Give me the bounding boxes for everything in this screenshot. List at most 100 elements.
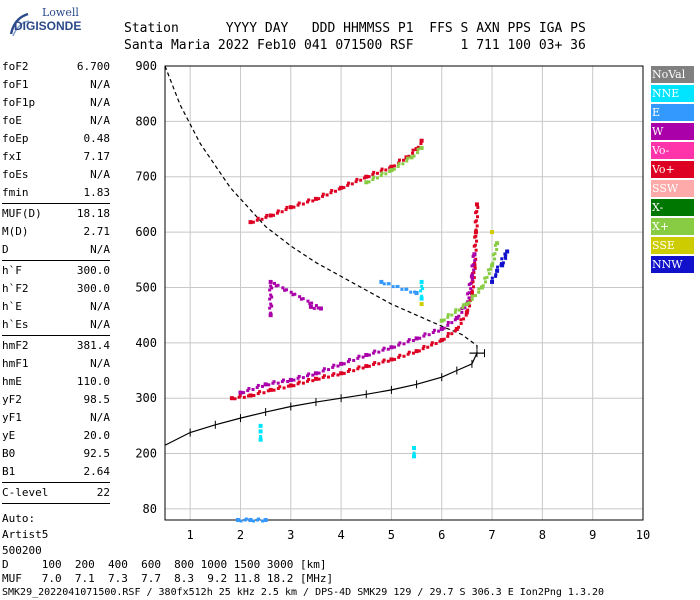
echo-point (321, 375, 325, 379)
x-tick-label: 10 (636, 528, 650, 542)
echo-point (427, 333, 431, 337)
echo-point (247, 387, 251, 391)
echo-point (242, 395, 246, 399)
echo-point (301, 297, 305, 301)
echo-point (473, 259, 477, 263)
param-value: N/A (90, 243, 110, 256)
echo-point (477, 287, 481, 291)
echo-point (422, 334, 426, 338)
echo-point (476, 205, 480, 209)
echo-point (265, 213, 269, 217)
plot-border (164, 65, 644, 521)
param-key: B0 (2, 447, 16, 460)
echo-point (501, 261, 505, 265)
echo-point (364, 180, 369, 185)
echo-point (414, 291, 419, 295)
param-key: hmE (2, 375, 22, 388)
echo-point (446, 332, 450, 336)
autoscaling-line: Artist5 (2, 528, 49, 541)
echo-point (379, 174, 383, 178)
echo-point (442, 318, 446, 322)
echo-point (469, 291, 474, 295)
param-row: MUF(D) 18.18 (2, 205, 110, 223)
echo-point (460, 310, 464, 314)
echo-point (473, 230, 478, 235)
x-tick-label: 7 (488, 528, 495, 542)
echo-point (312, 306, 316, 310)
electron-density-profile (164, 349, 486, 450)
echo-point (372, 175, 376, 179)
echo-point (367, 364, 371, 368)
echo-point (364, 174, 369, 179)
param-value: 2.71 (83, 225, 111, 238)
echo-point (263, 382, 268, 387)
echo-point (473, 243, 477, 247)
echo-point (381, 360, 385, 364)
echo-point (411, 151, 415, 155)
echo-point (272, 388, 276, 392)
echo-point (474, 248, 478, 252)
param-row: h`F 300.0 (2, 262, 110, 280)
param-divider (2, 482, 110, 483)
echo-point (411, 351, 415, 355)
param-key: yF1 (2, 411, 22, 424)
echo-point (467, 296, 471, 300)
echo-point (437, 329, 441, 333)
echo-point (412, 451, 416, 455)
echo-point (495, 268, 500, 273)
param-value: 300.0 (76, 282, 110, 295)
echo-point (417, 349, 421, 353)
echo-point (306, 299, 310, 303)
echo-point (260, 217, 264, 221)
param-row: B0 92.5 (2, 445, 110, 463)
echo-point (270, 295, 274, 299)
echo-point (469, 287, 473, 291)
echo-point (296, 376, 300, 380)
echo-point (272, 380, 276, 384)
echo-point (276, 381, 280, 385)
echo-point (442, 326, 446, 330)
param-row: yE 20.0 (2, 427, 110, 445)
legend-item: E (651, 104, 694, 121)
echo-point (307, 198, 311, 202)
echo-point (457, 308, 461, 312)
echo-point (431, 331, 435, 335)
echo-point (278, 385, 282, 389)
echo-point (442, 337, 446, 341)
param-value: N/A (90, 78, 110, 91)
echo-point (430, 343, 434, 347)
x-tick-label: 1 (187, 528, 194, 542)
echo-point (382, 282, 386, 286)
echo-point (255, 218, 259, 222)
echo-point (464, 302, 469, 307)
echo-point (419, 302, 424, 307)
echo-point (271, 381, 275, 385)
echo-point (336, 373, 340, 377)
echo-point (357, 365, 361, 369)
echo-point (272, 213, 276, 217)
echo-point (252, 394, 256, 398)
param-value: 0.48 (83, 132, 111, 145)
echo-point (298, 295, 302, 299)
x-tick-label: 2 (237, 528, 244, 542)
echo-point (367, 180, 371, 184)
echo-point (397, 158, 401, 162)
echo-point (268, 288, 272, 292)
param-value: N/A (90, 168, 110, 181)
echo-point (284, 208, 288, 212)
echo-point (288, 377, 293, 382)
y-tick-label: 80 (143, 502, 157, 516)
echo-point (409, 155, 414, 160)
echo-point (238, 390, 243, 395)
echo-point (469, 274, 474, 279)
echo-point (489, 267, 493, 271)
param-row: fmin 1.83 (2, 184, 110, 202)
echo-point (474, 219, 478, 223)
echo-point (361, 355, 365, 359)
x-tick-label: 4 (337, 528, 344, 542)
echo-point (416, 147, 420, 151)
echo-point (327, 375, 331, 379)
echo-point (467, 301, 471, 305)
echo-point (382, 346, 386, 350)
echo-point (350, 182, 354, 186)
